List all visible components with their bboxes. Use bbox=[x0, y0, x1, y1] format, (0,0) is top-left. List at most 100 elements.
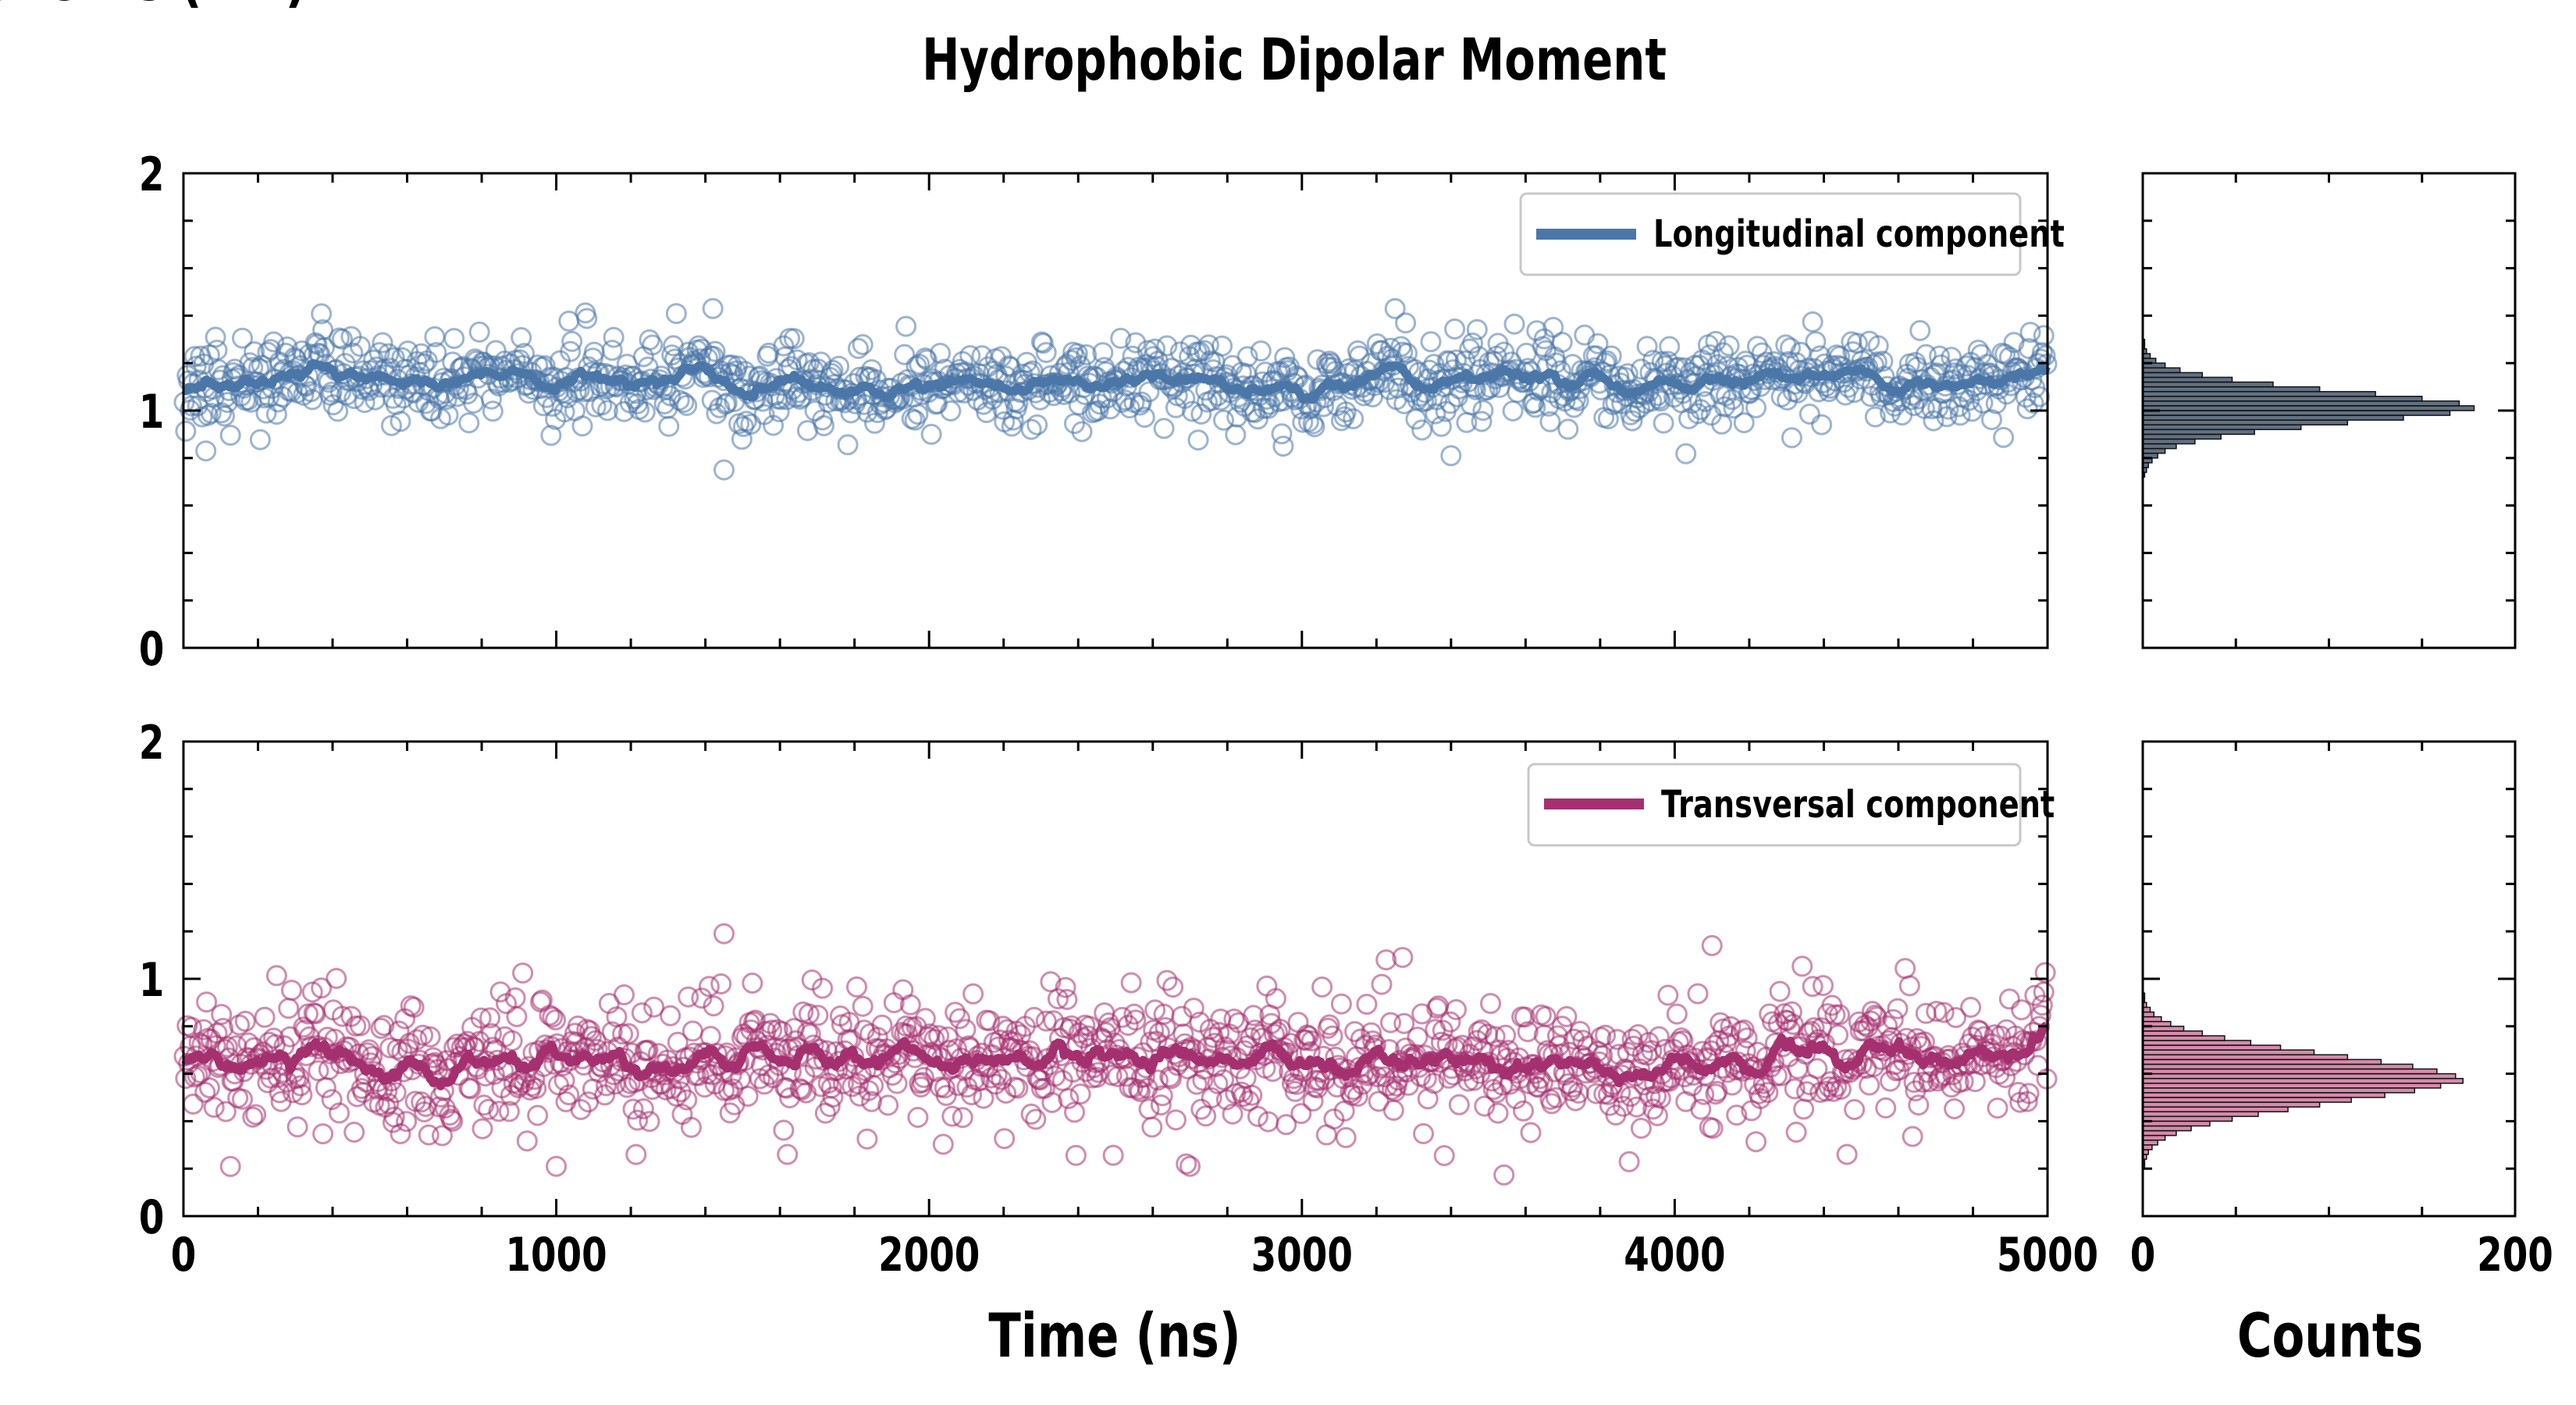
scatter-point bbox=[864, 412, 885, 434]
scatter-point bbox=[332, 328, 353, 350]
histogram-bar bbox=[2142, 1035, 2226, 1041]
scatter-point bbox=[1793, 1098, 1815, 1120]
y-tick-label: 1 bbox=[139, 952, 165, 1007]
scatter-point bbox=[1384, 297, 1406, 319]
scatter-point bbox=[315, 1076, 336, 1098]
scatter-point bbox=[907, 404, 929, 425]
scatter-point bbox=[1791, 955, 1813, 977]
y-tick-label: 0 bbox=[139, 1190, 165, 1244]
scatter-point bbox=[1872, 350, 1894, 372]
scatter-point bbox=[1020, 1103, 1042, 1125]
scatter-point bbox=[1420, 331, 1442, 353]
scatter-point bbox=[263, 331, 285, 353]
scatter-point bbox=[314, 336, 335, 358]
scatter-point bbox=[1190, 403, 1212, 425]
histogram-bar bbox=[2142, 1129, 2177, 1136]
histogram-bar bbox=[2142, 386, 2321, 393]
x-tick-label: 0 bbox=[171, 1227, 197, 1282]
scatter-point bbox=[175, 420, 197, 442]
scatter-point bbox=[255, 402, 277, 424]
scatter-point bbox=[710, 973, 732, 994]
histogram-bar bbox=[2142, 367, 2181, 374]
histogram-bar bbox=[2142, 1101, 2321, 1108]
histogram-bar bbox=[2142, 1087, 2415, 1094]
scatter-point bbox=[498, 1101, 520, 1122]
scatter-point bbox=[1472, 400, 1494, 422]
scatter-point bbox=[1875, 1097, 1897, 1119]
scatter-point bbox=[406, 1029, 428, 1051]
scatter-point bbox=[1587, 333, 1609, 354]
y-tick-label: 0 bbox=[139, 621, 165, 676]
scatter-point bbox=[2027, 1055, 2049, 1076]
scatter-point bbox=[895, 315, 917, 337]
scatter-point bbox=[2033, 325, 2055, 347]
scatter-point bbox=[1799, 404, 1820, 425]
y-tick-label: 2 bbox=[139, 147, 165, 201]
scatter-point bbox=[634, 401, 656, 423]
scatter-point bbox=[1507, 382, 1528, 404]
scatter-point bbox=[776, 389, 798, 411]
histogram-bar bbox=[2142, 1092, 2386, 1098]
scatter-point bbox=[1187, 429, 1209, 451]
scatter-point bbox=[714, 393, 736, 415]
transversal-panel: 0 1 2 0 1000 2000 3000 4000 5000 bbox=[139, 715, 2098, 1282]
scatter-point bbox=[288, 1067, 310, 1089]
scatter-point bbox=[1471, 411, 1493, 432]
scatter-point bbox=[396, 1111, 418, 1133]
scatter-point bbox=[249, 429, 271, 450]
scatter-point bbox=[1718, 335, 1740, 357]
scatter-point bbox=[205, 326, 226, 348]
scatter-point bbox=[596, 1075, 617, 1097]
scatter-point bbox=[1844, 1099, 1866, 1120]
scatter-point bbox=[681, 1020, 703, 1042]
scatter-point bbox=[945, 1001, 966, 1023]
chart-title: Hydrophobic Dipolar Moment bbox=[922, 26, 1667, 94]
histogram-bar bbox=[2142, 1058, 2382, 1065]
scatter-point bbox=[432, 1125, 453, 1147]
scatter-point bbox=[211, 402, 233, 424]
histogram-bar bbox=[2142, 410, 2451, 416]
scatter-point bbox=[1225, 424, 1247, 446]
scatter-point bbox=[1539, 411, 1561, 432]
hist-x-tick-label: 0 bbox=[2130, 1227, 2156, 1282]
scatter-point bbox=[481, 1023, 502, 1044]
scatter-point bbox=[458, 412, 480, 434]
scatter-point bbox=[1987, 1097, 2008, 1119]
scatter-point bbox=[291, 1084, 313, 1106]
scatter-point bbox=[215, 1101, 237, 1122]
histogram-bar bbox=[2142, 376, 2233, 383]
scatter-point bbox=[512, 962, 534, 984]
longitudinal-panel: 0 1 2 bbox=[139, 147, 2058, 676]
histogram-bar bbox=[2142, 1139, 2158, 1146]
scatter-point bbox=[219, 425, 241, 446]
x-axis-label: Time (ns) bbox=[988, 1301, 1240, 1371]
scatter-point bbox=[311, 303, 333, 325]
scatter-point bbox=[478, 1098, 500, 1120]
scatter-point bbox=[1960, 351, 1982, 373]
scatter-point bbox=[237, 389, 259, 411]
scatter-point bbox=[560, 340, 582, 362]
scatter-point bbox=[1290, 1103, 1312, 1125]
scatter-point bbox=[716, 392, 738, 414]
scatter-point bbox=[546, 1155, 568, 1177]
scatter-point bbox=[232, 327, 253, 349]
scatter-point bbox=[1723, 397, 1745, 419]
scatter-point bbox=[1618, 1151, 1640, 1172]
scatter-point bbox=[1433, 1145, 1455, 1166]
scatter-point bbox=[322, 394, 344, 416]
scatter-point bbox=[852, 334, 873, 355]
scatter-point bbox=[601, 340, 623, 361]
scatter-point bbox=[1701, 934, 1723, 956]
scatter-point bbox=[1923, 410, 1944, 432]
histogram-bar bbox=[2142, 414, 2404, 421]
scatter-point bbox=[1532, 336, 1553, 357]
scatter-point bbox=[1713, 342, 1734, 364]
histogram-bar bbox=[2142, 438, 2196, 445]
scatter-point bbox=[1864, 406, 1886, 428]
scatter-point bbox=[1026, 414, 1048, 436]
scatter-point bbox=[1032, 333, 1054, 354]
scatter-point bbox=[861, 359, 883, 381]
scatter-point bbox=[681, 1116, 702, 1138]
scatter-point bbox=[1659, 336, 1681, 357]
